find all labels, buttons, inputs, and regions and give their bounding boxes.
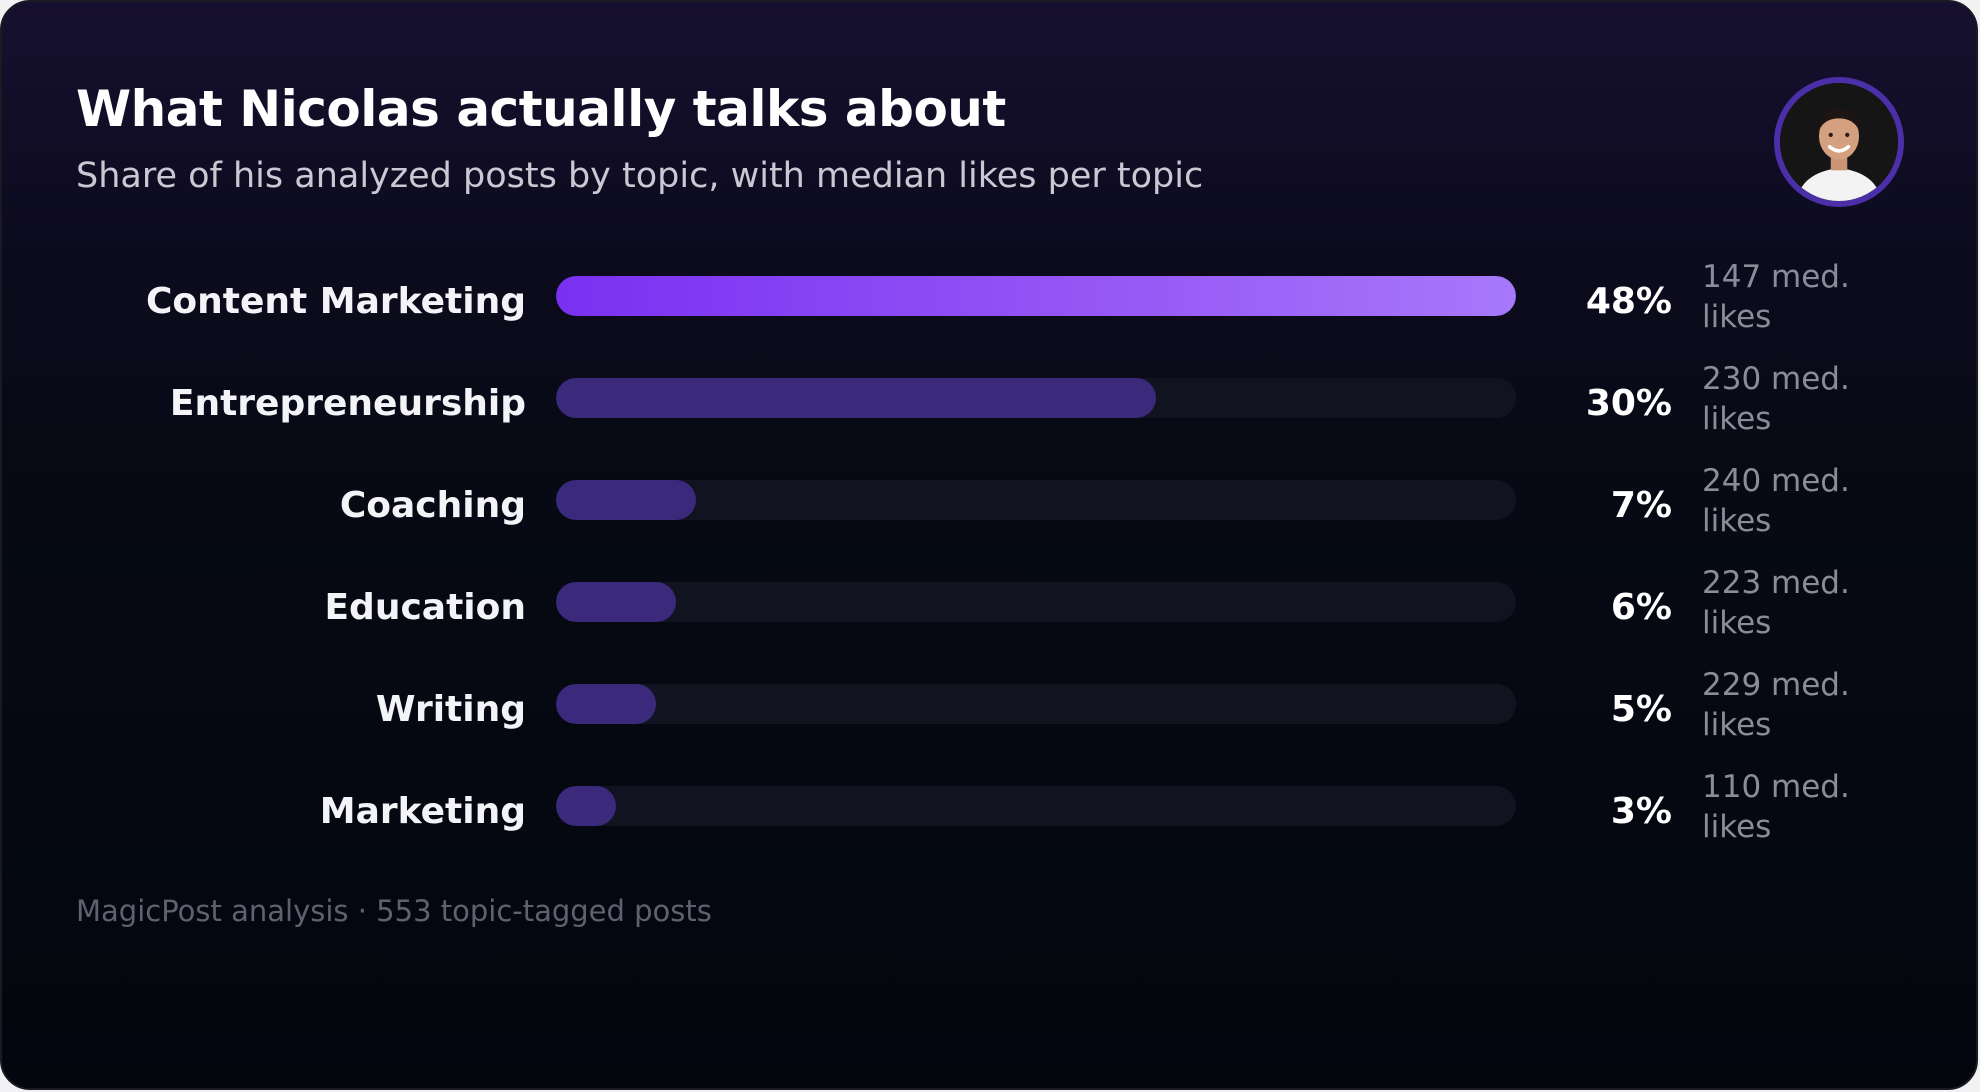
chart-title: What Nicolas actually talks about: [76, 80, 1006, 138]
value-label: 6%: [1610, 587, 1672, 628]
value-label: 3%: [1610, 791, 1672, 832]
bar-row: Coaching 7% 240 med. likes: [2, 461, 1976, 563]
bar: [556, 582, 676, 622]
avatar: [1774, 77, 1904, 207]
bar: [556, 276, 1516, 316]
bar: [556, 378, 1156, 418]
median-likes-label: 229 med. likes: [1702, 667, 1850, 743]
bar-row: Entrepreneurship 30% 230 med. likes: [2, 359, 1976, 461]
median-likes-label: 230 med. likes: [1702, 361, 1850, 437]
bar-track: [556, 582, 1516, 622]
category-label: Coaching: [339, 485, 526, 526]
category-label: Entrepreneurship: [169, 383, 526, 424]
category-label: Education: [324, 587, 526, 628]
chart-subtitle: Share of his analyzed posts by topic, wi…: [76, 156, 1204, 196]
source-note: MagicPost analysis · 553 topic-tagged po…: [76, 894, 712, 928]
value-label: 48%: [1585, 281, 1672, 322]
bar-track: [556, 480, 1516, 520]
bar-row: Writing 5% 229 med. likes: [2, 665, 1976, 767]
bar-track: [556, 276, 1516, 316]
bar: [556, 786, 616, 826]
bar-track: [556, 378, 1516, 418]
bar: [556, 480, 696, 520]
category-label: Content Marketing: [146, 281, 526, 322]
profile-photo-icon: [1780, 83, 1898, 201]
category-label: Writing: [375, 689, 526, 730]
bar-row: Content Marketing 48% 147 med. likes: [2, 257, 1976, 359]
bar: [556, 684, 656, 724]
median-likes-label: 240 med. likes: [1702, 463, 1850, 539]
value-label: 30%: [1585, 383, 1672, 424]
bar-track: [556, 684, 1516, 724]
category-label: Marketing: [319, 791, 526, 832]
median-likes-label: 147 med. likes: [1702, 259, 1850, 335]
bar-row: Education 6% 223 med. likes: [2, 563, 1976, 665]
value-label: 5%: [1610, 689, 1672, 730]
bar-track: [556, 786, 1516, 826]
median-likes-label: 223 med. likes: [1702, 565, 1850, 641]
bar-row: Marketing 3% 110 med. likes: [2, 767, 1976, 869]
median-likes-label: 110 med. likes: [1702, 769, 1850, 845]
value-label: 7%: [1610, 485, 1672, 526]
